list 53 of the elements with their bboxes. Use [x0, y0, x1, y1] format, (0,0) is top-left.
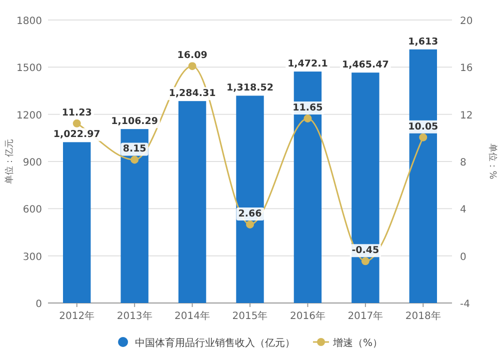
point: [304, 114, 312, 122]
y-axis-title: 单位：亿元: [4, 139, 15, 184]
data-label: 8.15: [122, 144, 146, 155]
x-tick-label: 2014年: [174, 310, 210, 322]
y-tick-label: 1800: [16, 16, 42, 27]
point: [361, 257, 370, 266]
x-tick-label: 2018年: [405, 310, 441, 322]
data-label: 1,472.1: [288, 58, 328, 70]
x-tick-label: 2015年: [232, 310, 268, 322]
x-tick-label: 2012年: [59, 310, 95, 322]
data-label: 10.05: [408, 121, 438, 132]
y-tick-label: 0: [36, 299, 42, 310]
bar: [236, 96, 264, 303]
data-label: 1,106.29: [111, 116, 158, 128]
y-tick-label: 300: [22, 252, 42, 263]
data-label: 2.66: [238, 208, 262, 220]
bar: [63, 142, 91, 303]
y2-tick-label: 4: [460, 204, 466, 216]
bar: [294, 72, 322, 303]
legend-item: 增速（%）: [313, 338, 383, 349]
bar: [409, 49, 437, 303]
bar: [120, 129, 148, 303]
y2-tick-label: 20: [460, 16, 473, 27]
data-label: 1,613: [408, 36, 438, 48]
y2-tick-label: -4: [460, 299, 470, 310]
y2-tick-label: 8: [460, 158, 466, 168]
y-tick-label: 1500: [16, 63, 42, 74]
data-label: 11.23: [62, 107, 92, 118]
y2-tick-label: 12: [460, 110, 473, 122]
y-tick-label: 1200: [16, 110, 42, 122]
data-label: 1,284.31: [168, 88, 216, 100]
point: [130, 156, 139, 164]
data-label: 1,465.47: [342, 60, 389, 71]
data-label: 1,022.97: [53, 129, 100, 140]
point: [246, 220, 254, 228]
y2-axis-title: 单位：%: [487, 144, 498, 180]
point: [72, 119, 81, 128]
point: [188, 62, 196, 70]
x-tick-label: 2013年: [116, 310, 152, 322]
data-label: 1,318.52: [226, 82, 274, 94]
y-tick-label: 900: [22, 158, 42, 168]
x-tick-label: 2017年: [348, 310, 384, 322]
legend-item: 中国体育用品行业销售收入（亿元）: [118, 337, 295, 349]
data-label: 11.65: [292, 102, 323, 114]
legend-label: 增速（%）: [332, 337, 383, 349]
y-tick-label: 600: [22, 204, 42, 216]
x-tick-label: 2016年: [290, 310, 326, 322]
y2-tick-label: 0: [460, 252, 466, 263]
bar: [352, 72, 380, 303]
point: [419, 133, 428, 142]
y2-tick-label: 16: [460, 63, 473, 74]
data-label: 16.09: [177, 50, 208, 62]
data-label: -0.45: [352, 245, 380, 256]
